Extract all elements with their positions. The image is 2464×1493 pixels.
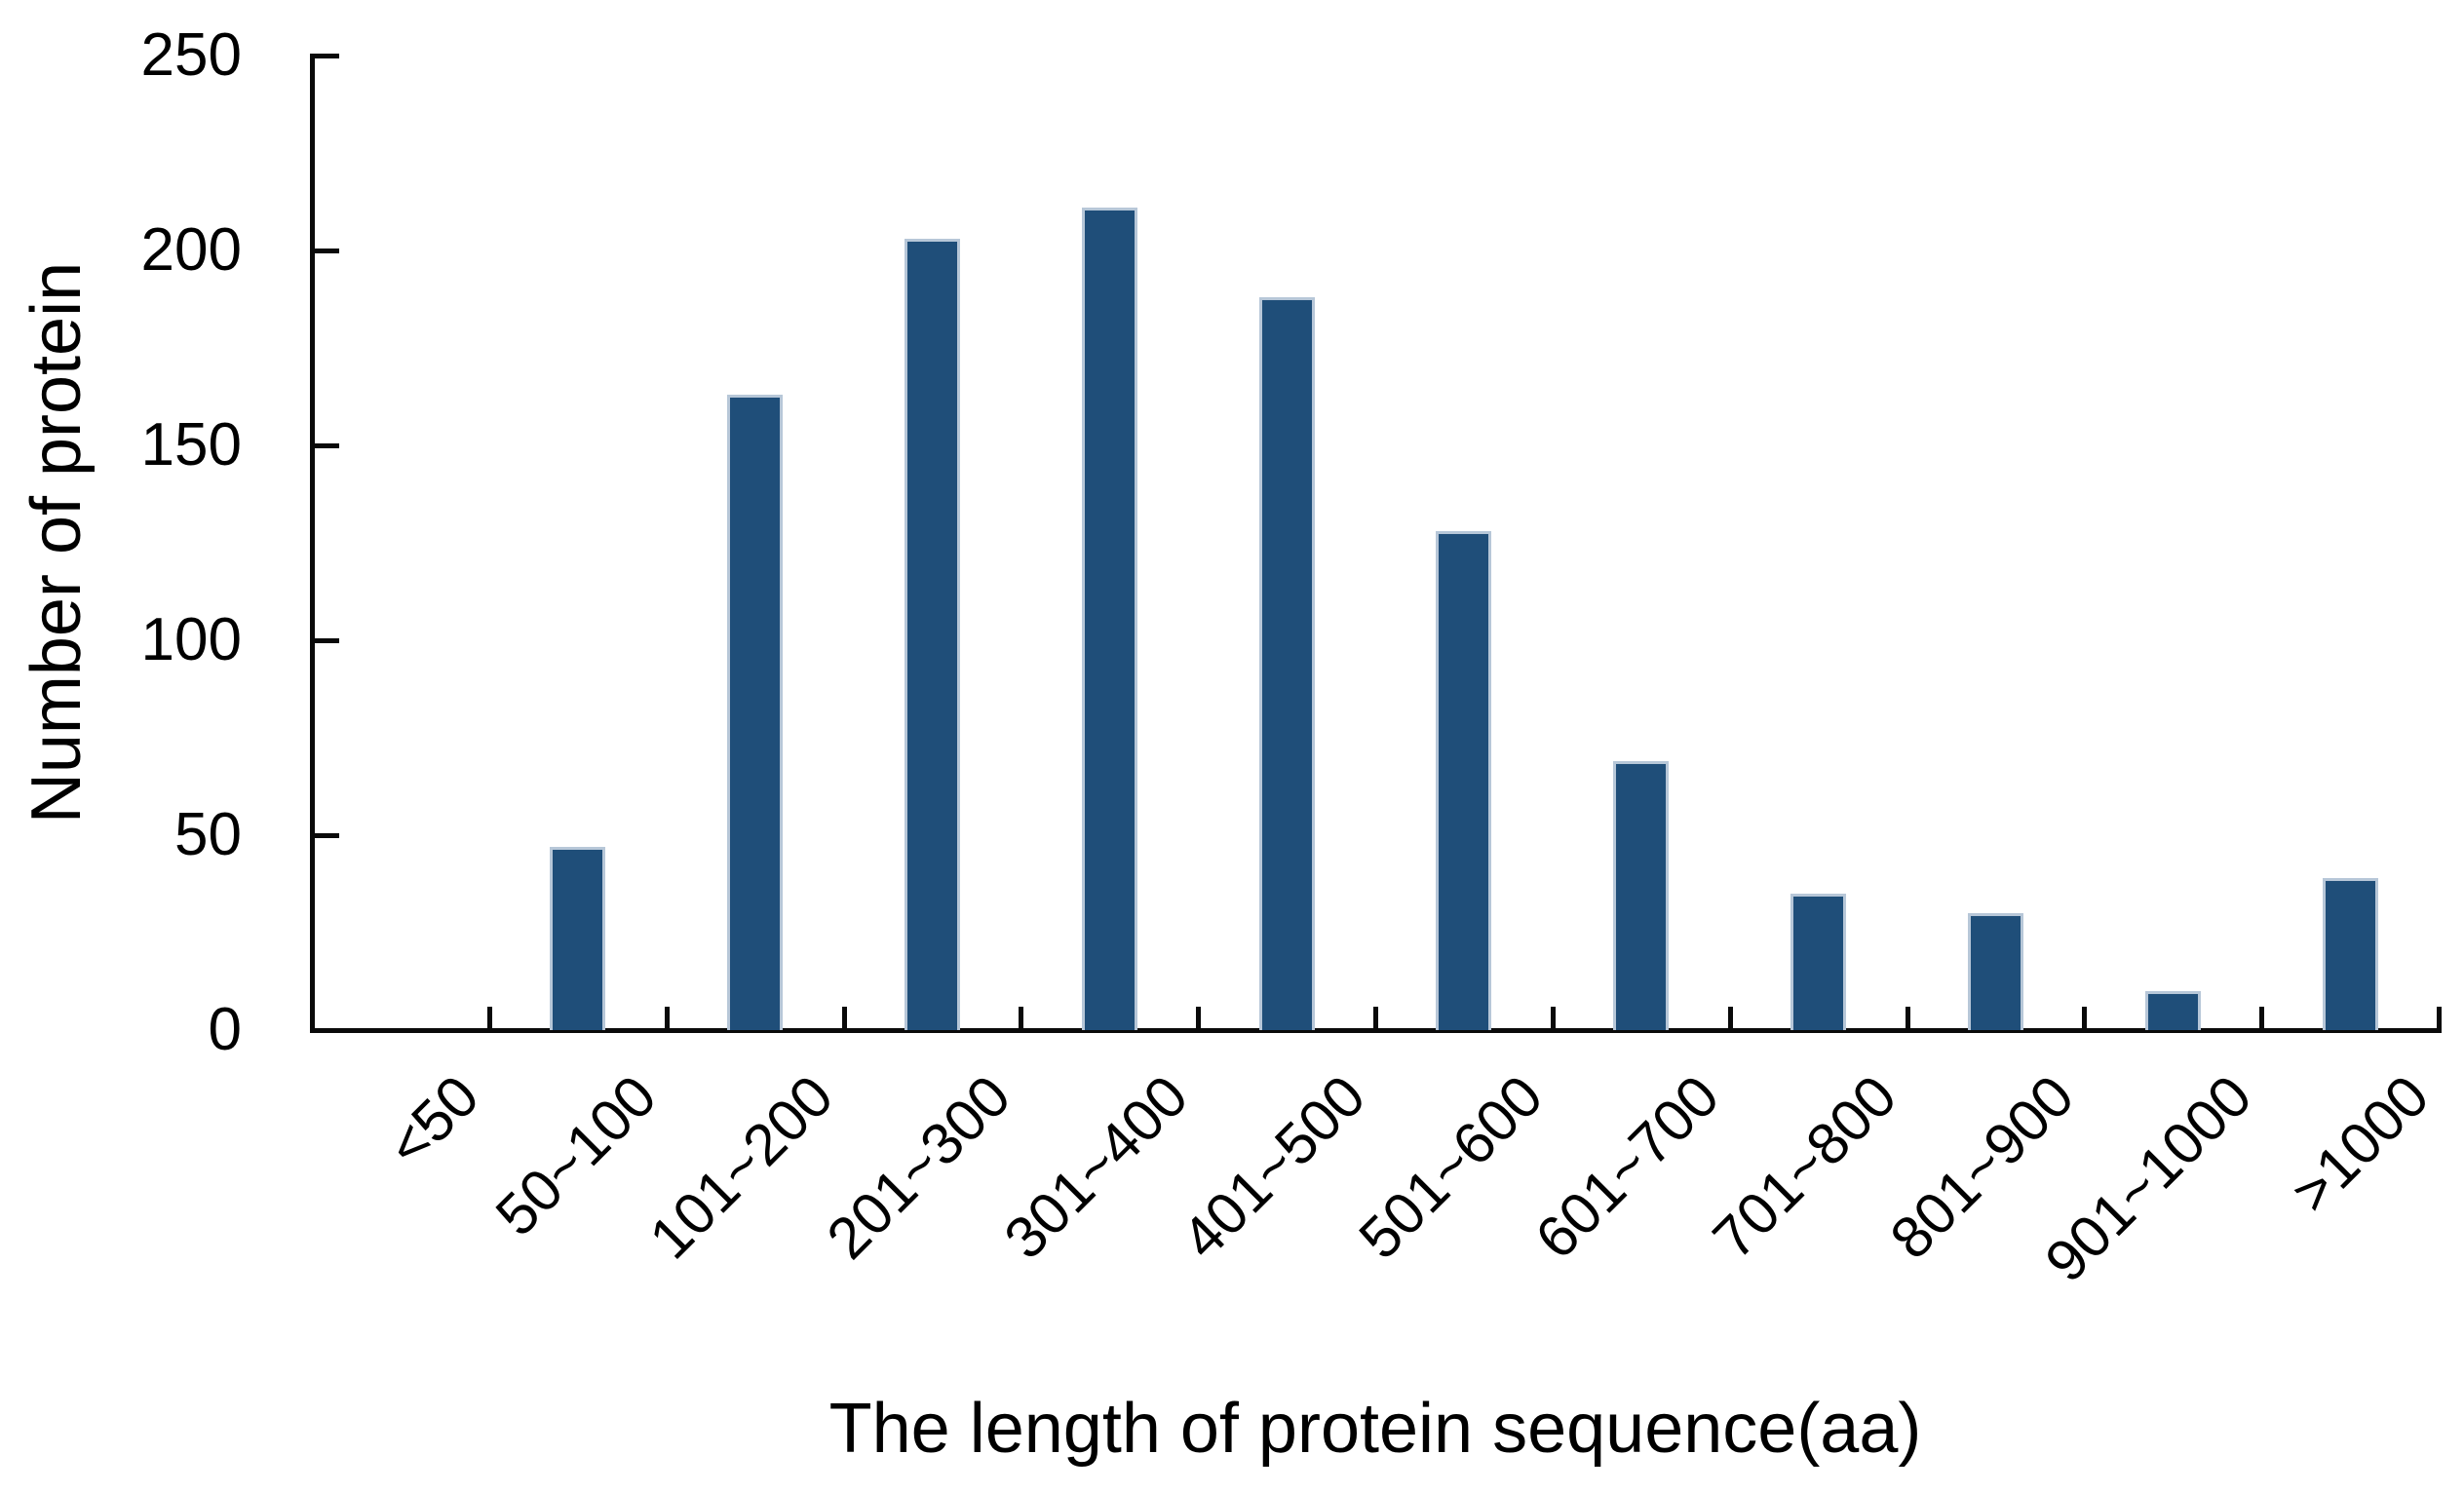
x-tick — [486, 1007, 492, 1030]
bar — [1081, 208, 1137, 1030]
x-tick-label: 201~300 — [814, 1062, 1023, 1272]
x-tick-label: 601~700 — [1523, 1062, 1732, 1272]
x-tick — [2437, 1007, 2442, 1030]
bar — [1258, 297, 1315, 1030]
x-tick-label: >1000 — [2278, 1062, 2442, 1226]
bar — [727, 395, 784, 1030]
y-tick — [312, 249, 339, 253]
bar — [550, 847, 606, 1030]
x-axis-title: The length of protein sequence(aa) — [828, 1390, 1922, 1468]
x-tick-label: 301~400 — [991, 1062, 1201, 1272]
x-tick — [1196, 1007, 1202, 1030]
bar — [1967, 913, 2023, 1030]
y-tick-label: 0 — [208, 996, 242, 1063]
bar — [1436, 531, 1492, 1030]
bar — [2144, 991, 2201, 1030]
x-tick — [1905, 1007, 1910, 1030]
x-tick-label: 701~800 — [1700, 1062, 1909, 1272]
bar — [1613, 761, 1670, 1030]
x-tick — [841, 1007, 847, 1030]
x-tick — [664, 1007, 670, 1030]
y-axis-title: Number of protein — [18, 261, 96, 824]
x-tick — [2259, 1007, 2265, 1030]
x-tick-label: 101~200 — [636, 1062, 846, 1272]
y-tick-label: 200 — [140, 216, 242, 284]
y-tick-label: 50 — [174, 801, 242, 868]
x-tick — [1373, 1007, 1378, 1030]
x-axis-line — [310, 1028, 2442, 1033]
bar — [2322, 878, 2378, 1030]
bar — [1790, 894, 1847, 1030]
x-tick — [1550, 1007, 1556, 1030]
y-tick — [312, 638, 339, 643]
x-tick — [2082, 1007, 2088, 1030]
y-tick — [312, 443, 339, 448]
x-tick-label: <50 — [374, 1062, 492, 1180]
y-tick-label: 250 — [140, 21, 242, 89]
bar — [904, 239, 960, 1030]
x-tick — [1019, 1007, 1024, 1030]
y-axis-line — [310, 54, 315, 1033]
x-tick-label: 501~600 — [1346, 1062, 1556, 1272]
y-tick-label: 100 — [140, 606, 242, 673]
x-tick-label: 401~500 — [1169, 1062, 1378, 1272]
y-tick — [312, 54, 339, 58]
y-tick — [312, 833, 339, 838]
y-tick-label: 150 — [140, 411, 242, 479]
x-tick — [1727, 1007, 1733, 1030]
